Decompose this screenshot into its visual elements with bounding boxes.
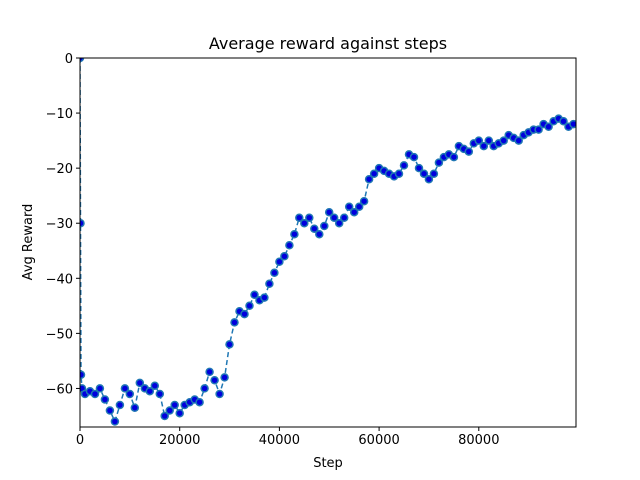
chart-title: Average reward against steps (209, 34, 447, 53)
data-point (324, 207, 334, 217)
axes-frame (79, 57, 577, 428)
data-point (499, 136, 508, 145)
data-point (215, 389, 224, 399)
data-point (95, 384, 105, 393)
data-point (484, 136, 494, 145)
data-point (569, 119, 576, 129)
data-point (280, 252, 289, 261)
plot-area (80, 58, 576, 426)
data-point (334, 218, 344, 228)
data-point (544, 122, 553, 132)
y-tick-label: −60 (46, 382, 73, 397)
y-tick-label: 0 (65, 52, 73, 67)
x-axis-ticks: 0 20000 40000 60000 80000 (76, 427, 499, 448)
data-series (80, 58, 576, 426)
data-point (369, 169, 379, 178)
data-point (150, 381, 160, 390)
data-point (514, 136, 523, 145)
data-point (220, 373, 229, 382)
x-tick-label: 40000 (259, 433, 300, 448)
data-point (80, 370, 86, 379)
data-point (394, 169, 404, 178)
data-point (329, 213, 339, 222)
data-point (295, 213, 304, 222)
x-axis-label: Step (313, 456, 343, 471)
data-point (275, 257, 284, 267)
data-point (290, 229, 299, 239)
data-point (429, 169, 439, 178)
data-point (110, 417, 120, 426)
data-point (449, 152, 459, 162)
data-point (160, 411, 169, 421)
data-point (315, 229, 324, 239)
data-point (424, 174, 434, 184)
data-point (265, 279, 274, 289)
x-tick-label: 60000 (358, 433, 399, 448)
data-point (195, 397, 204, 407)
y-tick-label: −50 (46, 327, 73, 342)
data-point (479, 141, 489, 151)
data-point (135, 378, 145, 388)
data-point (270, 268, 279, 278)
data-point (339, 213, 349, 222)
data-point (305, 213, 314, 222)
data-point (354, 202, 364, 211)
y-tick-label: −40 (46, 272, 73, 287)
data-point (464, 147, 474, 156)
data-point (175, 408, 184, 418)
x-tick-label: 0 (76, 433, 84, 448)
data-point (90, 389, 100, 399)
data-point (130, 403, 140, 412)
data-point (434, 158, 444, 167)
data-point (260, 293, 269, 302)
data-point (240, 309, 249, 319)
data-point (559, 117, 568, 126)
data-point (474, 136, 484, 145)
data-point (115, 400, 125, 410)
data-point (205, 367, 214, 377)
data-point (170, 400, 179, 410)
data-point (200, 384, 209, 393)
y-tick-label: −30 (46, 217, 73, 232)
data-point (320, 221, 329, 231)
data-point (399, 161, 409, 170)
y-axis-ticks: 0 −10 −20 −30 −40 −50 −60 (46, 52, 80, 397)
data-point (145, 386, 155, 396)
data-point (100, 395, 110, 404)
x-tick-label: 20000 (159, 433, 200, 448)
data-point (414, 163, 424, 173)
data-point (245, 301, 254, 311)
data-point (165, 406, 174, 415)
data-point (349, 207, 359, 217)
data-point (364, 174, 374, 184)
data-point (300, 218, 309, 228)
data-point (125, 389, 135, 399)
data-point (310, 224, 319, 233)
y-tick-label: −20 (46, 162, 73, 177)
data-point (155, 389, 165, 399)
data-point (105, 406, 115, 415)
data-point (359, 196, 369, 206)
data-point (225, 340, 234, 349)
data-point (120, 384, 130, 393)
data-point (210, 375, 219, 385)
data-point (250, 290, 259, 300)
data-point (80, 58, 85, 63)
data-point (344, 202, 354, 211)
data-point (285, 241, 294, 250)
y-axis-label: Avg Reward (21, 204, 36, 281)
data-point (409, 152, 419, 162)
data-point (419, 169, 429, 178)
y-tick-label: −10 (46, 107, 73, 122)
data-point (230, 318, 239, 327)
data-point (534, 125, 543, 134)
x-tick-label: 80000 (458, 433, 499, 448)
